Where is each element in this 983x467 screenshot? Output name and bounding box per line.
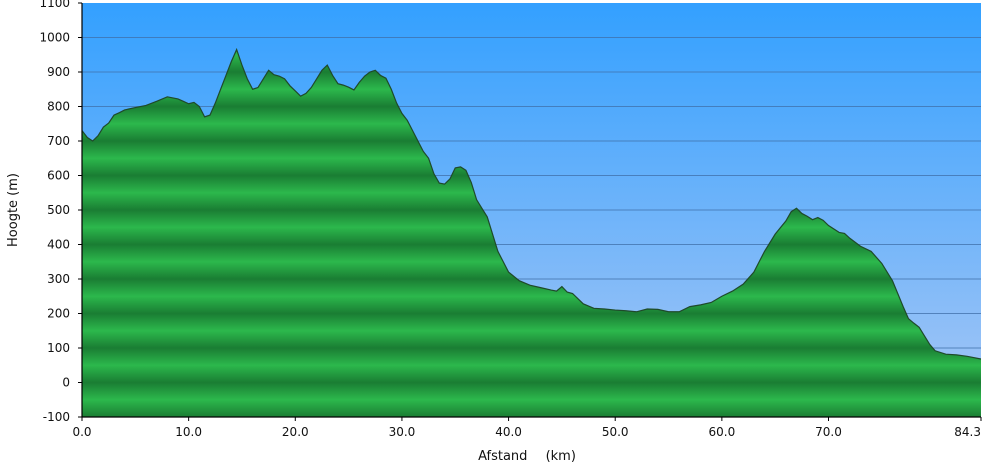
x-tick-label: 0.0 (72, 425, 91, 439)
x-axis-label: Afstand (478, 449, 527, 464)
y-tick-label: 400 (47, 238, 70, 252)
y-axis-title: Hoogte (m) (6, 173, 21, 247)
x-tick-label: 20.0 (282, 425, 309, 439)
elevation-area (82, 49, 981, 417)
y-tick-label: 900 (47, 65, 70, 79)
x-tick-label: 40.0 (495, 425, 522, 439)
elevation-line (82, 47, 981, 360)
x-tick-label: 30.0 (389, 425, 416, 439)
x-axis-unit: (km) (546, 449, 576, 464)
x-axis-ticks: 0.0 10.0 20.0 30.0 40.0 50.0 60.0 70.0 84.3 (72, 417, 982, 439)
x-tick-label: 10.0 (175, 425, 202, 439)
y-tick-label: 0 (62, 376, 70, 390)
x-axis-title: Afstand (km) (478, 449, 576, 464)
x-tick-label: 60.0 (708, 425, 735, 439)
y-tick-label: 600 (47, 169, 70, 183)
x-tick-label: 50.0 (602, 425, 629, 439)
y-tick-label: 700 (47, 134, 70, 148)
x-tick-label: 84.3 (954, 425, 981, 439)
y-tick-label: 800 (47, 100, 70, 114)
y-tick-label: 1000 (39, 31, 70, 45)
y-tick-label: 500 (47, 203, 70, 217)
y-tick-label: 200 (47, 307, 70, 321)
y-tick-label: -100 (43, 410, 70, 424)
y-tick-label: 1100 (39, 0, 70, 10)
y-tick-label: 300 (47, 272, 70, 286)
y-tick-label: 100 (47, 341, 70, 355)
x-tick-label: 70.0 (815, 425, 842, 439)
y-axis-ticks: -100 0 100 200 300 400 500 600 700 800 900 1000 1100 (39, 0, 82, 424)
